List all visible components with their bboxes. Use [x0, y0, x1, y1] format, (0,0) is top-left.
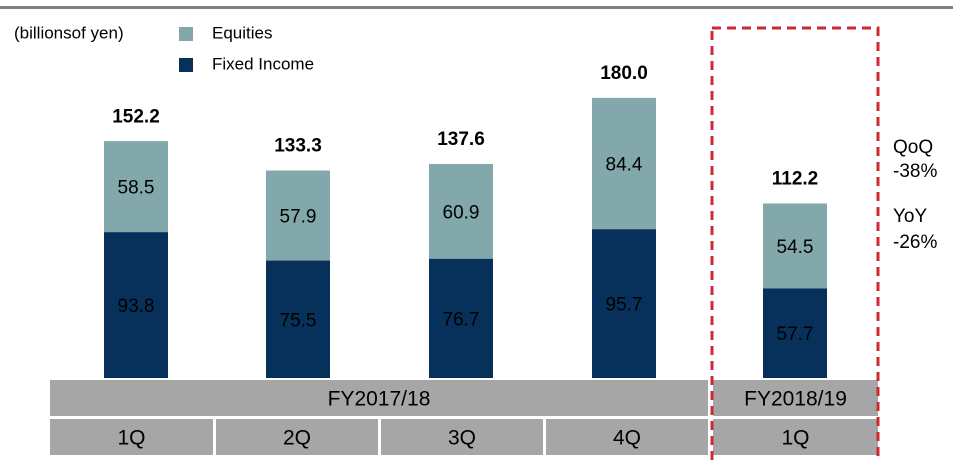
x-tick-label: 1Q: [117, 427, 145, 450]
annotation: -38%: [893, 161, 937, 182]
group-label: FY2017/18: [328, 388, 431, 411]
x-tick-label: 1Q: [781, 427, 809, 450]
annotation: -26%: [893, 232, 937, 253]
segment-label: 60.9: [443, 202, 480, 223]
bar-segment: [104, 232, 168, 378]
highlight-box: [710, 26, 880, 461]
category-cell: [216, 419, 378, 455]
segment-label: 58.5: [118, 178, 155, 199]
legend-label: Fixed Income: [212, 54, 314, 73]
bar-segment: [266, 260, 330, 378]
total-label: 133.3: [274, 136, 322, 157]
x-tick-label: 2Q: [283, 427, 311, 450]
category-cell: [713, 419, 878, 455]
segment-label: 57.9: [280, 207, 317, 228]
annotation: QoQ: [893, 137, 933, 158]
bar-segment: [104, 141, 168, 233]
category-cell: [50, 419, 213, 455]
segment-label: 76.7: [443, 309, 480, 330]
total-label: 152.2: [112, 106, 160, 127]
unit-label: (billionsof yen): [14, 23, 124, 42]
segment-label: 95.7: [606, 295, 643, 316]
top-rule: [0, 6, 953, 9]
group-label: FY2018/19: [744, 388, 847, 411]
category-cell: [381, 419, 543, 455]
segment-label: 84.4: [606, 155, 643, 176]
group-cell: [50, 380, 708, 416]
group-cell: [713, 380, 878, 416]
bar-segment: [763, 288, 827, 378]
category-cell: [546, 419, 708, 455]
bar-segment: [429, 258, 493, 378]
bar-segment: [266, 170, 330, 261]
segment-label: 57.7: [777, 324, 814, 345]
bar-segment: [592, 229, 656, 378]
segment-label: 75.5: [280, 310, 317, 331]
bar-segment: [592, 97, 656, 230]
legend-swatch: [179, 27, 193, 41]
segment-label: 93.8: [118, 296, 155, 317]
bar-segment: [429, 163, 493, 259]
total-label: 137.6: [437, 129, 485, 150]
bar-segment: [763, 203, 827, 289]
segment-label: 54.5: [777, 237, 814, 258]
total-label: 112.2: [772, 168, 819, 189]
total-label: 180.0: [600, 63, 648, 84]
x-tick-label: 3Q: [448, 427, 476, 450]
x-tick-label: 4Q: [613, 427, 641, 450]
legend-label: Equities: [212, 23, 272, 42]
legend-swatch: [179, 58, 193, 72]
annotation: YoY: [893, 206, 927, 227]
